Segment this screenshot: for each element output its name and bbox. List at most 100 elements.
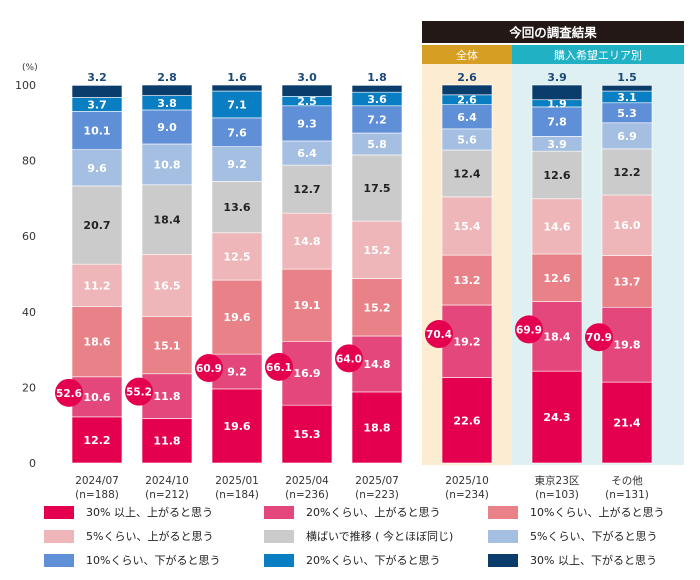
rise-total-badge	[335, 344, 363, 373]
x-axis-labels: 2024/07 (n=188) 2024/10 (n=212) 2025/01 (n=18…	[75, 474, 649, 501]
bar-value-label: 14.6	[543, 220, 570, 233]
bar-value-label: 5.8	[367, 138, 387, 151]
region-group-header-label: 購入希望エリア別	[554, 48, 642, 62]
current-survey-header	[422, 21, 684, 43]
x-tick-sample-size: (n=184)	[215, 489, 259, 501]
bar-segment	[351, 154, 403, 222]
rise-total-badge	[425, 320, 453, 349]
rise-total-label: 69.9	[516, 324, 542, 336]
bar-value-label: 2.6	[457, 71, 477, 84]
bar-segment	[71, 185, 123, 265]
bar-value-label: 18.8	[363, 421, 390, 434]
bar-value-label: 1.6	[227, 71, 247, 84]
bar-value-label: 3.0	[297, 71, 317, 84]
x-tick-label: その他	[611, 474, 643, 487]
bar-value-label: 3.9	[547, 71, 567, 84]
bar-segment	[71, 263, 123, 307]
bar-value-label: 19.6	[223, 420, 250, 433]
y-tick-label: 20	[22, 381, 36, 394]
rise-total-label: 70.4	[426, 329, 452, 341]
bar-value-label: 6.4	[297, 147, 317, 160]
rise-total-badge	[515, 315, 543, 344]
bar-segment	[141, 109, 193, 145]
region-group-header	[512, 45, 684, 64]
bar-segment	[211, 90, 263, 119]
rise-total-label: 70.9	[586, 332, 612, 344]
bar-segment	[531, 253, 583, 302]
bar-value-label: 15.2	[363, 244, 390, 257]
bar-value-label: 24.3	[543, 411, 570, 424]
bar-value-label: 13.7	[613, 275, 640, 288]
bars-group: 12.2 10.6 18.6 11.2 20.7 9.6 10.1 3.7 3.2 11.8 11.…	[71, 71, 653, 464]
x-tick-label: 東京23区	[535, 474, 580, 487]
rise-total-label: 52.6	[56, 388, 82, 400]
bar-value-label: 22.6	[453, 414, 480, 427]
bar-segment	[441, 149, 493, 198]
bar-value-label: 10.6	[83, 391, 110, 404]
bar-value-label: 19.6	[223, 311, 250, 324]
bar-value-label: 15.4	[453, 220, 480, 233]
bar-segment	[441, 104, 493, 130]
x-tick-label: 2024/07	[75, 475, 119, 487]
bar-value-label: 15.2	[363, 301, 390, 314]
bar-value-label: 19.2	[453, 335, 480, 348]
rise-total-badges: 52.6 55.2 60.9 66.1 64.0 70.4 69.9 70.9	[55, 315, 613, 407]
bar-value-label: 13.2	[453, 274, 480, 287]
total-group-header	[422, 45, 512, 64]
x-tick-sample-size: (n=131)	[605, 489, 649, 501]
x-tick-sample-size: (n=223)	[355, 489, 399, 501]
bar-segment	[141, 254, 193, 318]
rise-total-label: 55.2	[126, 387, 152, 399]
bar-value-label: 3.7	[87, 98, 107, 111]
y-axis-unit-label: (%)	[22, 63, 38, 73]
bar-value-label: 21.4	[613, 417, 640, 430]
bar-segment	[441, 254, 493, 306]
total-group-header-label: 全体	[456, 48, 478, 62]
y-tick-label: 0	[29, 457, 36, 470]
bar-segment	[441, 84, 493, 96]
rise-total-label: 66.1	[266, 362, 292, 374]
bar-segment	[601, 148, 653, 196]
x-tick-sample-size: (n=188)	[75, 489, 119, 501]
bar-value-label: 12.7	[293, 183, 320, 196]
bar-value-label: 11.2	[83, 279, 110, 292]
bar-value-label: 3.9	[547, 138, 567, 151]
rise-total-badge	[195, 354, 223, 383]
bar-segment	[351, 391, 403, 464]
bar-segment	[211, 388, 263, 464]
bar-value-label: 13.6	[223, 201, 250, 214]
bar-value-label: 1.9	[547, 97, 567, 110]
bar-value-label: 3.1	[617, 91, 637, 104]
bar-value-label: 15.1	[153, 339, 180, 352]
bar-segment	[71, 85, 123, 98]
bar-value-label: 14.8	[363, 358, 390, 371]
bar-value-label: 12.2	[613, 166, 640, 179]
bar-segment	[601, 85, 653, 92]
bar-value-label: 5.6	[457, 133, 477, 146]
bar-segment	[351, 85, 403, 93]
bar-value-label: 9.3	[297, 117, 317, 130]
bar-value-label: 16.0	[613, 219, 640, 232]
bar-segment	[141, 184, 193, 255]
bar-segment	[531, 370, 583, 464]
bar-value-label: 19.1	[293, 299, 320, 312]
bar-value-label: 11.8	[153, 435, 180, 448]
bar-value-label: 9.0	[157, 121, 177, 134]
bar-value-label: 18.4	[153, 214, 180, 227]
bar-segment	[281, 84, 333, 97]
bar-value-label: 20.7	[83, 219, 110, 232]
bar-value-label: 18.4	[543, 330, 570, 343]
bar-segment	[211, 117, 263, 147]
bar-segment	[601, 255, 653, 308]
rise-total-badge	[585, 323, 613, 352]
bar-segment	[281, 268, 333, 342]
bar-value-label: 1.8	[367, 71, 387, 84]
x-tick-sample-size: (n=103)	[535, 489, 579, 501]
x-tick-label: 2025/10	[445, 475, 489, 487]
bar-segment	[141, 418, 193, 464]
bar-segment	[71, 306, 123, 378]
bar-value-label: 12.2	[83, 434, 110, 447]
rise-total-label: 60.9	[196, 363, 222, 375]
bar-segment	[441, 377, 493, 464]
bar-segment	[211, 232, 263, 281]
